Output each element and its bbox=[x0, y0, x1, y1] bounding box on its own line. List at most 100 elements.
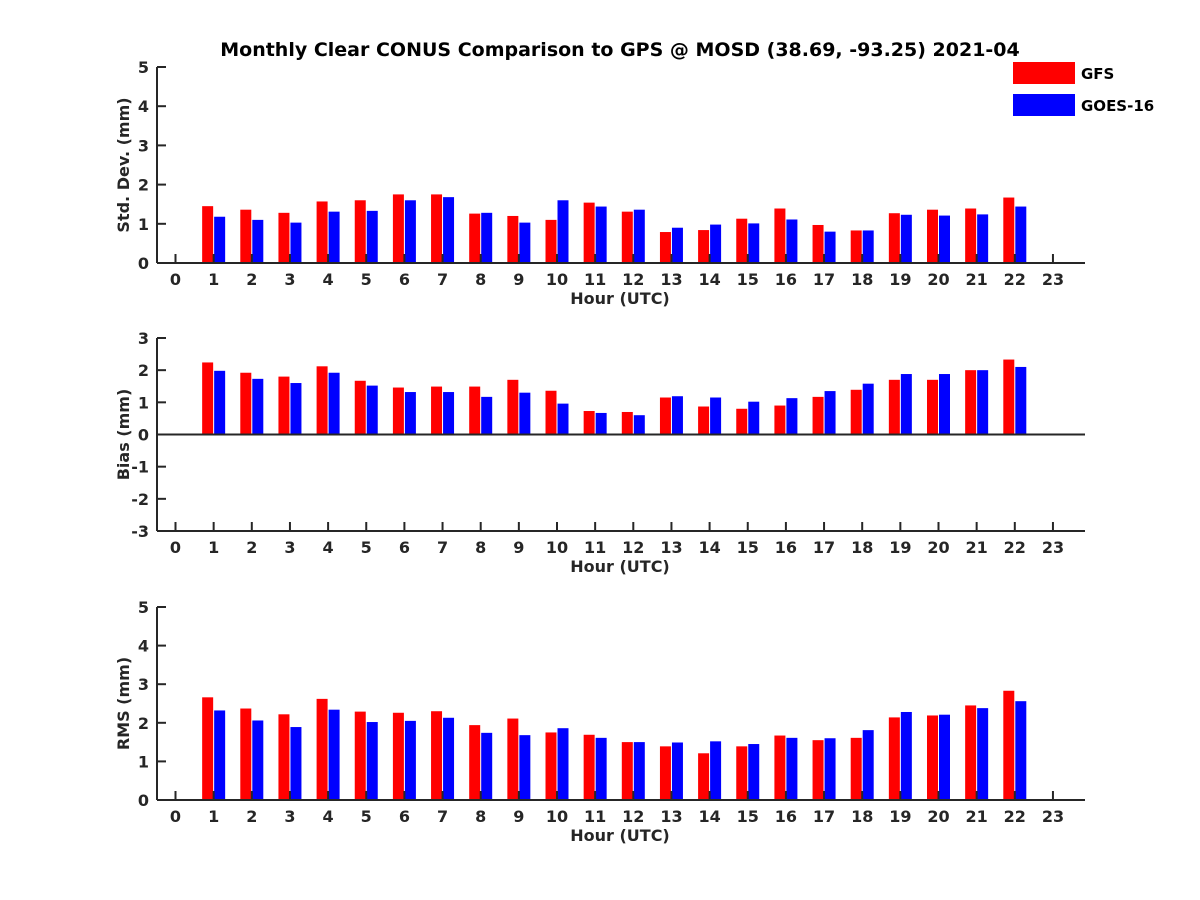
bar-gfs-hour-7 bbox=[431, 194, 443, 263]
bar-goes-16-hour-7 bbox=[443, 717, 455, 800]
bar-goes-16-hour-8 bbox=[481, 212, 493, 263]
y-tick-label: 5 bbox=[138, 58, 149, 77]
bar-goes-16-hour-19 bbox=[900, 214, 912, 263]
bar-goes-16-hour-7 bbox=[443, 197, 455, 263]
bar-goes-16-hour-1 bbox=[214, 710, 226, 800]
bar-goes-16-hour-22 bbox=[1015, 366, 1027, 435]
x-tick-label: 3 bbox=[284, 270, 295, 289]
x-tick-label: 23 bbox=[1042, 270, 1064, 289]
bar-goes-16-hour-12 bbox=[633, 742, 645, 800]
x-tick-label: 22 bbox=[1004, 270, 1026, 289]
bias-mm-y-axis-label: Bias (mm) bbox=[114, 389, 133, 481]
x-tick-label: 3 bbox=[284, 807, 295, 826]
bar-gfs-hour-20 bbox=[927, 379, 938, 435]
bar-goes-16-hour-9 bbox=[519, 735, 531, 800]
bar-gfs-hour-6 bbox=[392, 387, 404, 435]
bar-goes-16-hour-20 bbox=[939, 215, 950, 263]
bar-gfs-hour-4 bbox=[316, 201, 328, 263]
bar-gfs-hour-8 bbox=[469, 725, 481, 800]
bar-gfs-hour-5 bbox=[354, 380, 366, 435]
y-tick-label: -1 bbox=[131, 458, 149, 477]
x-tick-label: 9 bbox=[513, 807, 524, 826]
bar-goes-16-hour-4 bbox=[328, 211, 340, 263]
bar-gfs-hour-14 bbox=[698, 406, 710, 435]
x-tick-label: 23 bbox=[1042, 807, 1064, 826]
bar-goes-16-hour-14 bbox=[710, 397, 722, 435]
bar-goes-16-hour-20 bbox=[939, 374, 950, 435]
bar-gfs-hour-7 bbox=[431, 386, 443, 435]
x-tick-label: 12 bbox=[622, 538, 644, 557]
y-tick-label: -2 bbox=[131, 490, 149, 509]
y-tick-label: -3 bbox=[131, 522, 149, 541]
bar-gfs-hour-15 bbox=[736, 746, 748, 800]
x-tick-label: 0 bbox=[170, 270, 181, 289]
x-tick-label: 10 bbox=[546, 807, 568, 826]
x-tick-label: 18 bbox=[851, 807, 873, 826]
bar-goes-16-hour-1 bbox=[214, 370, 226, 435]
x-tick-label: 8 bbox=[475, 807, 486, 826]
legend-swatch-goes-16 bbox=[1013, 94, 1075, 116]
bar-gfs-hour-1 bbox=[202, 362, 214, 435]
x-tick-label: 7 bbox=[437, 270, 448, 289]
y-tick-label: 2 bbox=[138, 361, 149, 380]
bar-goes-16-hour-19 bbox=[900, 711, 912, 800]
x-tick-label: 15 bbox=[737, 807, 759, 826]
bar-gfs-hour-16 bbox=[774, 735, 786, 800]
bar-goes-16-hour-9 bbox=[519, 392, 531, 435]
bar-gfs-hour-11 bbox=[583, 734, 595, 800]
y-tick-label: 0 bbox=[138, 426, 149, 445]
bar-gfs-hour-22 bbox=[1003, 359, 1015, 435]
bar-gfs-hour-2 bbox=[240, 372, 252, 435]
std-dev-mm-y-axis-label: Std. Dev. (mm) bbox=[114, 97, 133, 232]
x-tick-label: 20 bbox=[927, 807, 949, 826]
y-tick-label: 0 bbox=[138, 791, 149, 810]
bar-gfs-hour-18 bbox=[850, 230, 862, 263]
bar-goes-16-hour-10 bbox=[557, 403, 569, 435]
x-tick-label: 15 bbox=[737, 270, 759, 289]
bar-gfs-hour-12 bbox=[621, 411, 633, 435]
x-tick-label: 10 bbox=[546, 538, 568, 557]
x-tick-label: 14 bbox=[698, 538, 720, 557]
x-tick-label: 19 bbox=[889, 538, 911, 557]
bar-goes-16-hour-12 bbox=[633, 415, 645, 435]
x-tick-label: 1 bbox=[208, 270, 219, 289]
bar-gfs-hour-2 bbox=[240, 209, 252, 263]
bar-goes-16-hour-18 bbox=[862, 383, 874, 435]
x-tick-label: 11 bbox=[584, 807, 606, 826]
x-tick-label: 5 bbox=[361, 807, 372, 826]
bar-gfs-hour-18 bbox=[850, 737, 862, 800]
bar-gfs-hour-20 bbox=[927, 715, 938, 800]
bar-goes-16-hour-6 bbox=[404, 392, 416, 435]
bar-goes-16-hour-4 bbox=[328, 372, 340, 435]
bar-gfs-hour-12 bbox=[621, 742, 633, 800]
bar-goes-16-hour-13 bbox=[671, 227, 683, 263]
bar-goes-16-hour-5 bbox=[366, 385, 378, 435]
x-tick-label: 13 bbox=[660, 807, 682, 826]
x-tick-label: 14 bbox=[698, 270, 720, 289]
x-tick-label: 12 bbox=[622, 807, 644, 826]
bar-gfs-hour-19 bbox=[888, 379, 900, 435]
bar-goes-16-hour-7 bbox=[443, 392, 455, 435]
bar-gfs-hour-3 bbox=[278, 714, 290, 800]
y-tick-label: 4 bbox=[138, 637, 149, 656]
x-tick-label: 17 bbox=[813, 807, 835, 826]
bar-gfs-hour-9 bbox=[507, 379, 519, 435]
x-tick-label: 23 bbox=[1042, 538, 1064, 557]
bar-goes-16-hour-16 bbox=[786, 219, 798, 263]
x-tick-label: 0 bbox=[170, 538, 181, 557]
bar-goes-16-hour-3 bbox=[290, 383, 302, 435]
x-tick-label: 13 bbox=[660, 538, 682, 557]
bar-gfs-hour-14 bbox=[698, 753, 710, 800]
x-tick-label: 14 bbox=[698, 807, 720, 826]
y-tick-label: 3 bbox=[138, 329, 149, 348]
bar-goes-16-hour-3 bbox=[290, 727, 302, 800]
bar-goes-16-hour-5 bbox=[366, 210, 378, 263]
bar-goes-16-hour-3 bbox=[290, 222, 302, 263]
y-tick-label: 3 bbox=[138, 675, 149, 694]
bar-goes-16-hour-2 bbox=[252, 378, 264, 435]
bar-goes-16-hour-14 bbox=[710, 224, 722, 263]
x-tick-label: 2 bbox=[246, 270, 257, 289]
bar-gfs-hour-17 bbox=[812, 740, 824, 800]
bar-gfs-hour-1 bbox=[202, 206, 214, 263]
